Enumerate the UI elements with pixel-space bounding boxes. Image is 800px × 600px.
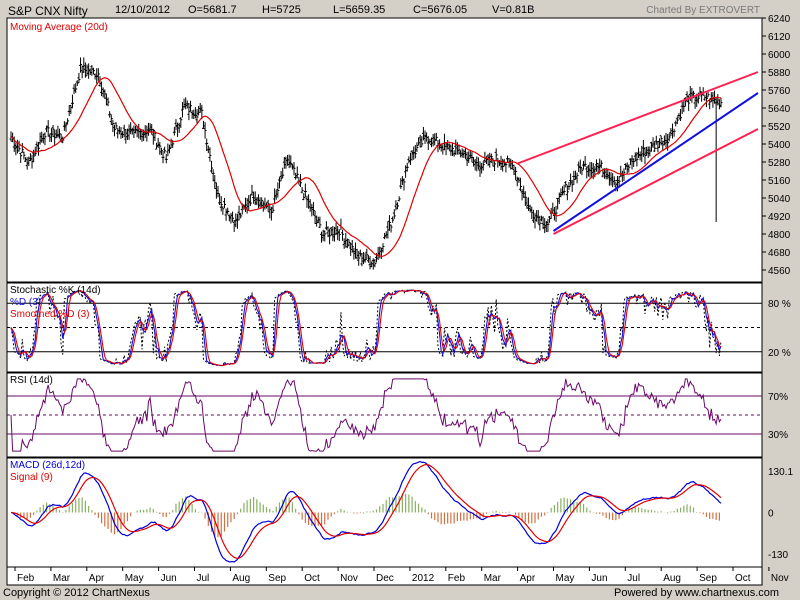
price-y-tick-label: 5040 xyxy=(768,194,791,205)
price-y-tick-label: 4800 xyxy=(768,230,791,241)
stoch-d-line xyxy=(10,289,722,367)
price-y-tick-label: 6000 xyxy=(768,50,791,61)
powered-by-text: Powered by www.chartnexus.com xyxy=(614,587,780,599)
x-tick-label: Jun xyxy=(591,573,607,584)
x-tick-label: Aug xyxy=(232,573,250,584)
macd-plot-area xyxy=(6,457,763,568)
x-tick-label: Jun xyxy=(161,573,177,584)
x-tick-label: Jul xyxy=(197,573,210,584)
high-value: H=5725 xyxy=(262,4,301,16)
trendline-blue xyxy=(552,92,759,232)
price-y-tick-label: 6240 xyxy=(768,14,791,25)
volume-value: V=0.81B xyxy=(492,4,535,16)
rsi-plot-area xyxy=(6,372,763,458)
price-y-tick-label: 4680 xyxy=(768,248,791,259)
stoch-k-label: Stochastic %K (14d) xyxy=(10,285,101,296)
credit-text: Charted By EXTROVERT xyxy=(646,5,760,16)
stoch-smoothed-label: Smoothed %D (3) xyxy=(10,309,89,320)
price-y-tick-label: 5280 xyxy=(768,158,791,169)
rsi-panel xyxy=(7,378,762,452)
chart-date: 12/10/2012 xyxy=(115,4,171,16)
price-y-tick-label: 5880 xyxy=(768,68,791,79)
x-tick-label: Sep xyxy=(268,573,286,584)
open-value: O=5681.7 xyxy=(188,4,237,16)
rsi-line xyxy=(10,378,722,452)
price-y-tick-label: 5640 xyxy=(768,104,791,115)
stoch-y-tick-label: 80 % xyxy=(768,299,791,310)
macd-y-tick-label: -130 xyxy=(768,550,788,561)
x-tick-label: Feb xyxy=(17,573,35,584)
stoch-d-label: %D (3) xyxy=(10,297,41,308)
x-tick-label: Apr xyxy=(520,573,536,584)
stoch-k-line xyxy=(10,289,722,367)
price-y-tick-label: 5160 xyxy=(768,176,791,187)
price-panel xyxy=(9,57,759,270)
rsi-label: RSI (14d) xyxy=(10,375,53,386)
macd-y-tick-label: 0 xyxy=(768,509,774,520)
trendline-red xyxy=(517,71,759,165)
panel-labels: Moving Average (20d) Stochastic %K (14d)%… xyxy=(10,22,108,483)
trendline-red xyxy=(553,128,759,235)
moving-average-line xyxy=(10,77,722,257)
chart-title: S&P CNX Nifty xyxy=(8,4,88,18)
macd-label: MACD (26d,12d) xyxy=(10,460,85,471)
macd-y-tick-label: 130.1 xyxy=(768,467,793,478)
price-y-tick-label: 5760 xyxy=(768,86,791,97)
x-tick-label: Mar xyxy=(484,573,502,584)
price-y-tick-label: 4560 xyxy=(768,266,791,277)
stoch-y-tick-label: 20 % xyxy=(768,348,791,359)
x-tick-label: Nov xyxy=(771,573,789,584)
close-value: C=5676.05 xyxy=(413,4,468,16)
signal-label: Signal (9) xyxy=(10,472,53,483)
x-tick-label: Jul xyxy=(627,573,640,584)
x-tick-label: May xyxy=(556,573,575,584)
stochastic-panel xyxy=(7,289,762,367)
x-tick-label: Feb xyxy=(448,573,466,584)
x-tick-label: Nov xyxy=(340,573,358,584)
price-y-tick-label: 5400 xyxy=(768,140,791,151)
x-tick-label: Oct xyxy=(304,573,320,584)
x-tick-label: May xyxy=(125,573,144,584)
x-tick-label: 2012 xyxy=(412,573,435,584)
price-y-tick-label: 5520 xyxy=(768,122,791,133)
price-y-tick-label: 4920 xyxy=(768,212,791,223)
price-y-tick-label: 6120 xyxy=(768,32,791,43)
time-axis-band xyxy=(6,566,763,586)
copyright-text: Copyright © 2012 ChartNexus xyxy=(3,587,150,599)
macd-panel xyxy=(10,460,722,563)
rsi-y-tick-label: 70% xyxy=(768,392,788,403)
x-tick-label: Oct xyxy=(735,573,751,584)
x-tick-label: Mar xyxy=(53,573,71,584)
rsi-y-tick-label: 30% xyxy=(768,430,788,441)
moving-average-label: Moving Average (20d) xyxy=(10,22,108,33)
x-tick-label: Aug xyxy=(663,573,681,584)
stoch-smoothed-line xyxy=(10,289,722,367)
low-value: L=5659.35 xyxy=(333,4,386,16)
x-tick-label: Sep xyxy=(699,573,717,584)
chart-axes: Feb Mar Apr May Jun Jul Aug Sep Oct Nov Dec 2012 Feb… xyxy=(14,14,793,584)
signal-line xyxy=(10,463,722,559)
x-tick-label: Apr xyxy=(89,573,105,584)
x-tick-label: Dec xyxy=(376,573,394,584)
